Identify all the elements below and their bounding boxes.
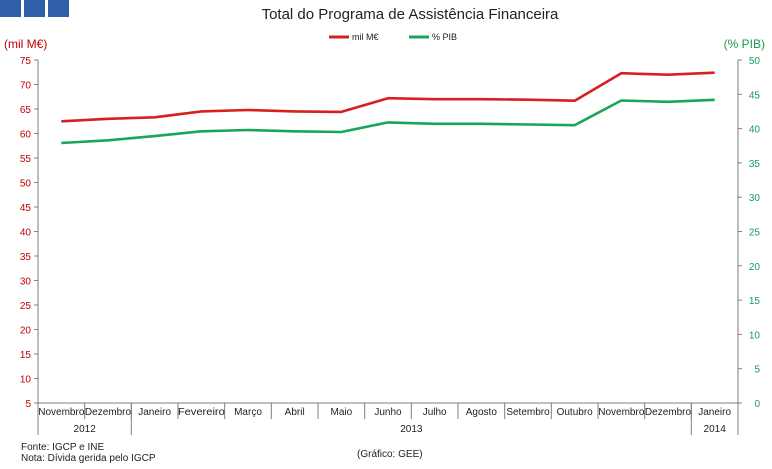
right-tick-label: 20 xyxy=(749,262,761,273)
left-tick-label: 20 xyxy=(20,326,32,337)
right-tick-label: 45 xyxy=(749,90,761,101)
category-label: Junho xyxy=(374,407,402,418)
logo-block xyxy=(0,0,21,17)
category-label: Janeiro xyxy=(138,407,171,418)
right-tick-label: 0 xyxy=(754,399,760,410)
year-label: 2012 xyxy=(74,424,97,435)
logo-block xyxy=(48,0,69,17)
category-label: Janeiro xyxy=(698,407,731,418)
chart-credit: (Gráfico: GEE) xyxy=(357,449,423,460)
category-label: Novembro xyxy=(38,407,85,418)
axes: 5 10 15 20 25 30 35 40 45 50 55 60 65 70 75 0 5 10 15 20 25 3… xyxy=(20,56,761,435)
left-tick-label: 5 xyxy=(25,399,31,410)
category-label: Novembro xyxy=(598,407,645,418)
series-layer xyxy=(61,71,715,145)
source-note: Fonte: IGCP e INE xyxy=(21,442,105,453)
left-tick-label: 10 xyxy=(20,375,32,386)
left-tick-label: 50 xyxy=(20,179,32,190)
right-tick-label: 10 xyxy=(749,330,761,341)
logo-block xyxy=(24,0,45,17)
footnote: Nota: Dívida gerida pelo IGCP xyxy=(21,453,156,464)
right-tick-label: 35 xyxy=(749,159,761,170)
right-tick-label: 30 xyxy=(749,193,761,204)
left-tick-label: 45 xyxy=(20,203,32,214)
right-tick-label: 15 xyxy=(749,296,761,307)
left-tick-label: 75 xyxy=(20,56,32,67)
category-label: Fevereiro xyxy=(178,407,225,418)
left-tick-label: 65 xyxy=(20,105,32,116)
left-tick-label: 40 xyxy=(20,228,32,239)
left-axis-label: (mil M€) xyxy=(4,37,47,51)
right-tick-label: 25 xyxy=(749,228,761,239)
left-tick-label: 60 xyxy=(20,130,32,141)
right-tick-label: 50 xyxy=(749,56,761,67)
left-tick-label: 55 xyxy=(20,154,32,165)
category-label: Julho xyxy=(423,407,447,418)
series-line-mil-eur xyxy=(61,71,715,123)
right-tick-label: 5 xyxy=(754,365,760,376)
category-label: Outubro xyxy=(557,407,594,418)
brand-logo xyxy=(0,0,69,17)
category-label: Março xyxy=(234,407,262,418)
chart-title: Total do Programa de Assistência Finance… xyxy=(262,6,559,23)
left-tick-label: 15 xyxy=(20,350,32,361)
category-label: Abril xyxy=(285,407,305,418)
right-axis-label: (% PIB) xyxy=(724,37,765,51)
legend: mil M€ % PIB xyxy=(329,32,457,42)
category-label: Maio xyxy=(330,407,352,418)
right-tick-label: 40 xyxy=(749,125,761,136)
year-label: 2013 xyxy=(400,424,423,435)
year-label: 2014 xyxy=(704,424,727,435)
left-tick-label: 30 xyxy=(20,277,32,288)
legend-label-mil: mil M€ xyxy=(352,32,379,42)
category-label: Agosto xyxy=(466,407,498,418)
left-tick-label: 35 xyxy=(20,252,32,263)
legend-label-pib: % PIB xyxy=(432,32,457,42)
left-tick-label: 25 xyxy=(20,301,32,312)
category-label: Dezembro xyxy=(645,407,692,418)
category-label: Dezembro xyxy=(85,407,132,418)
category-label: Setembro xyxy=(506,407,550,418)
series-line-pct-pib xyxy=(61,98,715,145)
left-tick-label: 70 xyxy=(20,81,32,92)
